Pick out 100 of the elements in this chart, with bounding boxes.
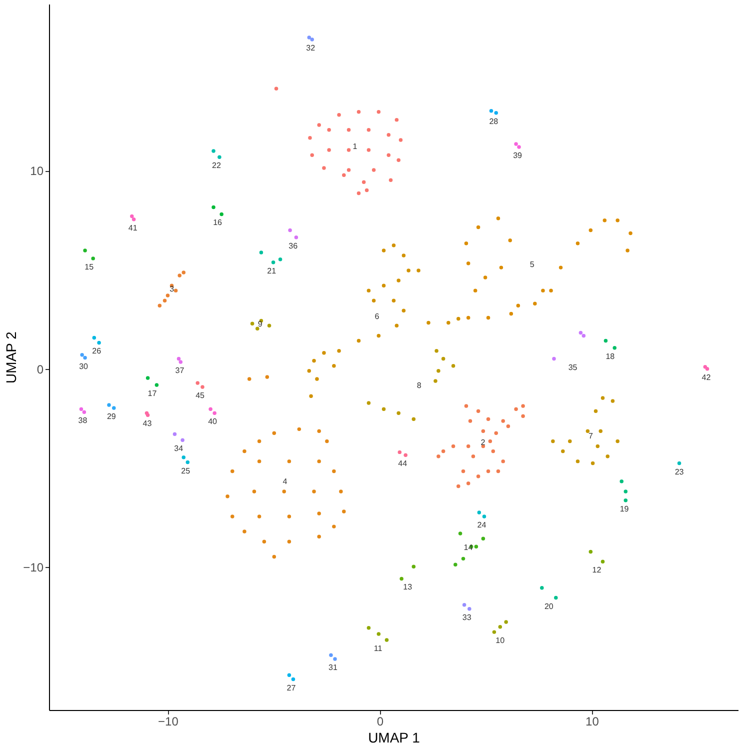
point (476, 474, 480, 478)
point (549, 288, 553, 292)
point (458, 532, 462, 536)
point (489, 109, 494, 113)
point (366, 128, 371, 132)
point (80, 352, 84, 357)
point (332, 364, 336, 368)
point (317, 534, 321, 539)
point (317, 429, 321, 434)
point (514, 407, 518, 412)
point (288, 228, 292, 232)
series-label: 38 (78, 416, 88, 426)
point (186, 460, 190, 464)
point (516, 304, 520, 308)
point (294, 236, 298, 240)
point (486, 469, 490, 474)
point (287, 540, 292, 544)
point (396, 411, 400, 415)
series-label: 21 (267, 266, 277, 276)
point (256, 326, 260, 331)
point (267, 324, 272, 328)
series-label: 42 (702, 372, 712, 382)
point (576, 459, 580, 464)
point (327, 128, 331, 132)
y-tick-label: −10 (23, 560, 44, 575)
point (598, 429, 602, 434)
point (257, 439, 262, 444)
point (464, 404, 468, 408)
point (382, 248, 386, 252)
point (596, 444, 600, 448)
point (492, 630, 496, 634)
point (376, 110, 381, 114)
point (509, 312, 514, 316)
point (394, 118, 399, 122)
point (346, 128, 351, 132)
point (242, 530, 246, 534)
point (441, 356, 446, 361)
point (312, 358, 316, 363)
point (402, 308, 406, 312)
point (322, 166, 326, 170)
point (466, 316, 470, 320)
point (307, 36, 311, 40)
series-label: 33 (462, 612, 472, 622)
point (262, 540, 266, 544)
point (226, 494, 230, 498)
point (461, 556, 466, 561)
point (588, 228, 593, 232)
point (392, 243, 396, 248)
point (252, 490, 256, 494)
point (488, 439, 492, 444)
point (307, 369, 311, 373)
series-label: 35 (568, 362, 578, 372)
point (628, 231, 632, 236)
point (339, 490, 343, 494)
point (182, 270, 186, 274)
point (382, 284, 386, 288)
point (466, 444, 470, 448)
series-label: 8 (416, 380, 422, 390)
series-label: 29 (106, 412, 116, 421)
point (278, 258, 282, 262)
point (677, 461, 682, 466)
point (372, 298, 376, 303)
point (218, 155, 222, 159)
series-label: 20 (544, 602, 554, 611)
series-label: 31 (328, 663, 338, 672)
point (271, 260, 276, 264)
point (154, 383, 159, 387)
point (382, 407, 386, 412)
x-axis-title: UMAP 1 (368, 730, 420, 746)
point (230, 514, 234, 518)
point (274, 86, 278, 91)
point (412, 417, 416, 421)
point (594, 409, 598, 414)
point (376, 632, 381, 636)
point (476, 225, 480, 230)
point (178, 274, 182, 278)
point (576, 242, 580, 246)
point (540, 586, 544, 590)
point (337, 112, 341, 117)
point (376, 334, 381, 338)
point (466, 481, 470, 486)
point (200, 385, 204, 389)
point (287, 514, 292, 518)
series-label: 44 (398, 459, 408, 468)
series-label: 37 (175, 366, 185, 375)
point (456, 484, 460, 488)
point (146, 376, 150, 380)
point (322, 350, 326, 355)
point (496, 216, 500, 220)
point (212, 149, 216, 153)
point (372, 168, 376, 172)
point (83, 248, 87, 252)
point (491, 449, 496, 454)
point (257, 514, 262, 518)
point (208, 407, 212, 412)
point (504, 620, 508, 624)
point (561, 449, 565, 454)
series-label: 34 (174, 444, 184, 454)
point (272, 431, 276, 436)
point (473, 288, 478, 292)
